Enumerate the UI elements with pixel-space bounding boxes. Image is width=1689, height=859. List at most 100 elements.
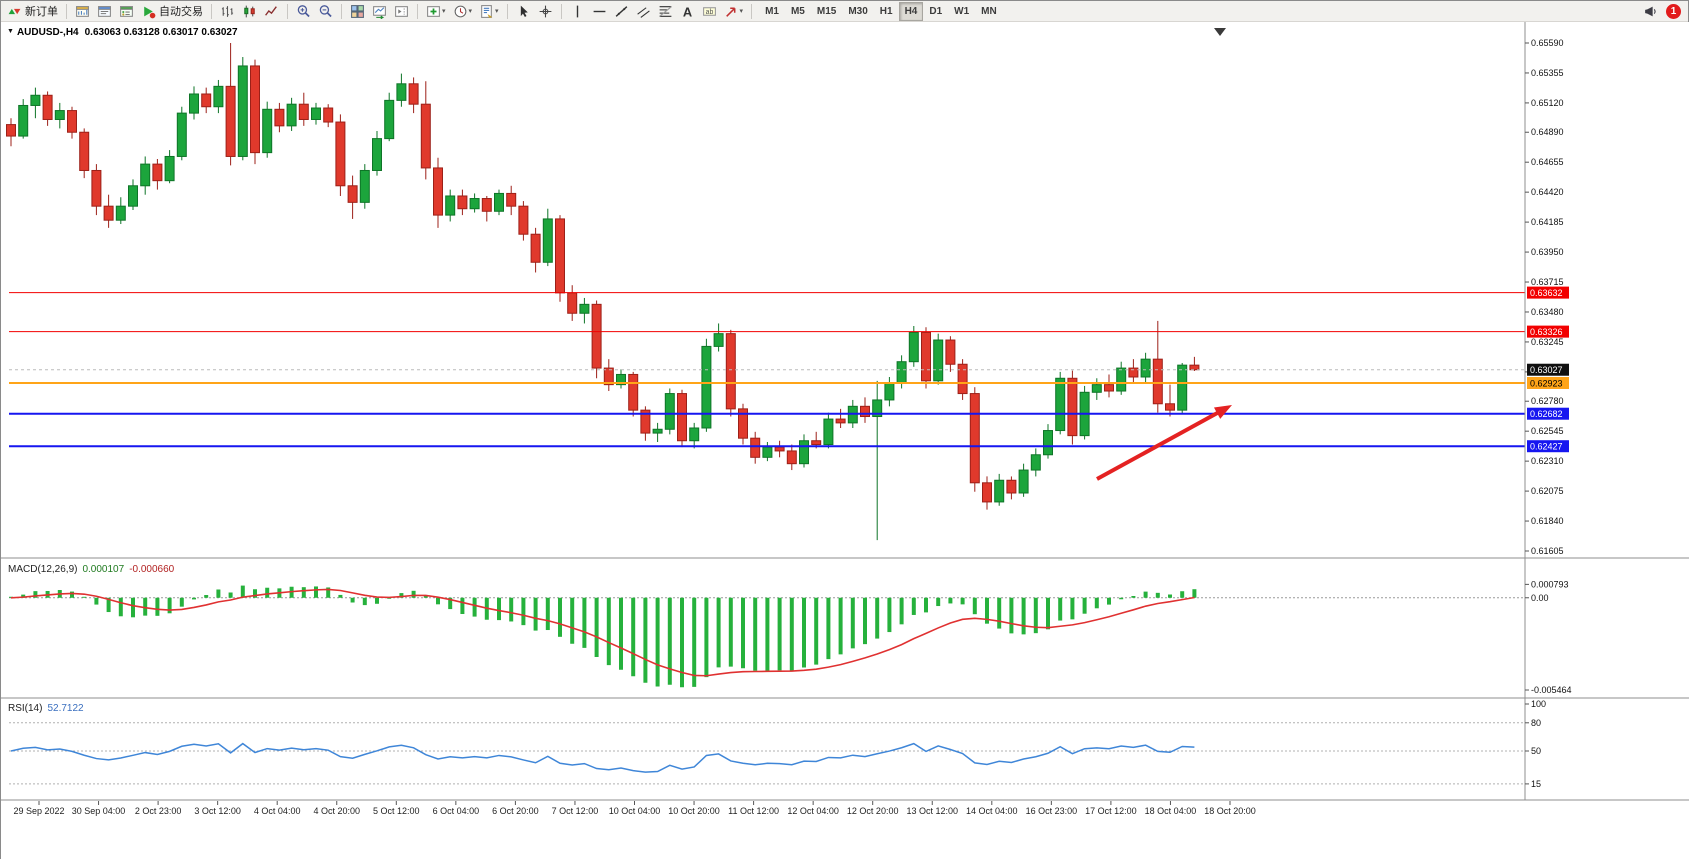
toolbar-separator [417, 3, 418, 19]
navigator-icon [120, 5, 133, 17]
megaphone-icon [1645, 6, 1656, 16]
timeframe-mn-button[interactable]: MN [975, 2, 1003, 21]
timeframe-buttons: M1 M5 M15 M30 H1 H4 D1 W1 MN [759, 1, 1003, 21]
rsi-pane [9, 722, 1525, 785]
periods-button[interactable]: ▾ [450, 2, 476, 21]
auto-scroll-icon [373, 5, 386, 19]
svg-text:100: 100 [1531, 699, 1546, 709]
svg-text:12 Oct 04:00: 12 Oct 04:00 [787, 806, 839, 816]
price-flag [1527, 363, 1569, 376]
toolbar-separator [287, 3, 288, 19]
new-order-icon [8, 8, 21, 14]
line-chart-button[interactable] [261, 2, 282, 21]
svg-text:30 Sep 04:00: 30 Sep 04:00 [72, 806, 126, 816]
chart-shift-button[interactable] [391, 2, 412, 21]
candlestick-icon [244, 5, 255, 17]
timeframe-m15-button[interactable]: M15 [811, 2, 842, 21]
tile-windows-icon [351, 4, 364, 18]
templates-button[interactable]: ▾ [476, 2, 502, 21]
timeframe-m1-button[interactable]: M1 [759, 2, 785, 21]
auto-scroll-button[interactable] [369, 2, 390, 21]
svg-text:0.63715: 0.63715 [1531, 277, 1564, 287]
zoom-out-icon [319, 4, 332, 17]
crosshair-button[interactable] [535, 2, 556, 21]
toolbar-separator [751, 3, 753, 19]
svg-text:0.64185: 0.64185 [1531, 217, 1564, 227]
zoom-in-button[interactable] [293, 2, 314, 21]
template-icon [481, 4, 493, 18]
svg-text:15: 15 [1531, 779, 1541, 789]
market-watch-button[interactable] [72, 2, 93, 21]
time-axis[interactable]: 29 Sep 2022 30 Sep 04:00 2 Oct 23:00 3 Oct … [13, 801, 1256, 816]
text-button[interactable]: A [677, 2, 698, 21]
crosshair-icon [539, 5, 551, 17]
arrows-button[interactable]: ▾ [721, 2, 747, 21]
timeframe-d1-button[interactable]: D1 [923, 2, 948, 21]
svg-text:80: 80 [1531, 718, 1541, 728]
tile-windows-button[interactable] [347, 2, 368, 21]
svg-text:0.62075: 0.62075 [1531, 486, 1564, 496]
indicators-dropdown-caret[interactable]: ▾ [442, 8, 446, 15]
trend-arrow[interactable] [1096, 405, 1232, 481]
text-label-icon: ab [702, 6, 716, 15]
data-window-button[interactable] [94, 2, 115, 21]
svg-text:16 Oct 23:00: 16 Oct 23:00 [1026, 806, 1078, 816]
timeframe-m30-button[interactable]: M30 [842, 2, 873, 21]
chart-shift-marker[interactable] [1214, 28, 1226, 36]
svg-text:0.62427: 0.62427 [1530, 442, 1563, 452]
horizontal-line-icon [593, 10, 605, 12]
trendline-button[interactable] [611, 2, 632, 21]
announcement-button[interactable] [1640, 2, 1661, 21]
toolbar-separator [211, 3, 212, 19]
clock-icon [454, 5, 466, 17]
equidistant-channel-button[interactable] [633, 2, 654, 21]
periods-dropdown-caret[interactable]: ▾ [468, 8, 473, 15]
svg-text:18 Oct 04:00: 18 Oct 04:00 [1145, 806, 1197, 816]
timeframe-m5-button[interactable]: M5 [785, 2, 811, 21]
macd-pane [9, 585, 1525, 688]
horizontal-line-button[interactable] [589, 2, 610, 21]
notification-badge[interactable]: 1 [1666, 3, 1681, 19]
templates-dropdown-caret[interactable]: ▾ [495, 8, 499, 15]
zoom-out-button[interactable] [315, 2, 336, 21]
channel-icon [636, 6, 650, 18]
chart-canvas[interactable]: 0.65590 0.65355 0.65120 0.64890 0.64655 0.644… [1, 22, 1689, 859]
svg-text:0.64890: 0.64890 [1531, 127, 1564, 137]
price-flag [1527, 286, 1569, 299]
svg-text:0.65590: 0.65590 [1531, 38, 1564, 48]
svg-text:0.63950: 0.63950 [1531, 247, 1564, 257]
navigator-button[interactable] [116, 2, 137, 21]
svg-text:5 Oct 12:00: 5 Oct 12:00 [373, 806, 420, 816]
timeframe-h1-button[interactable]: H1 [874, 2, 899, 21]
vertical-line-icon [576, 5, 578, 17]
svg-text:0.61840: 0.61840 [1531, 516, 1564, 526]
text-label-button[interactable]: ab [699, 2, 720, 21]
timeframe-w1-button[interactable]: W1 [948, 2, 975, 21]
bar-chart-button[interactable] [217, 2, 238, 21]
svg-text:10 Oct 04:00: 10 Oct 04:00 [609, 806, 661, 816]
svg-text:0.64420: 0.64420 [1531, 187, 1564, 197]
indicators-button[interactable]: ▾ [423, 2, 449, 21]
candlestick-chart-button[interactable] [239, 2, 260, 21]
arrows-dropdown-caret[interactable]: ▾ [739, 8, 744, 15]
macd-axis[interactable]: 0.000793 0.00 -0.005464 [1525, 579, 1572, 695]
svg-text:0.63632: 0.63632 [1530, 288, 1563, 298]
cursor-button[interactable] [513, 2, 534, 21]
text-icon: A [682, 4, 691, 19]
vertical-line-button[interactable] [567, 2, 588, 21]
price-level-lines[interactable] [9, 292, 1525, 448]
svg-text:ab: ab [705, 8, 713, 15]
rsi-axis[interactable]: 100 80 50 15 [1525, 699, 1546, 789]
candlestick-series [6, 43, 1200, 541]
fibonacci-button[interactable] [655, 2, 676, 21]
svg-text:17 Oct 12:00: 17 Oct 12:00 [1085, 806, 1137, 816]
new-order-button[interactable]: 新订单 [4, 2, 61, 21]
chart-shift-icon [395, 5, 408, 17]
macd-signal-line [10, 588, 1195, 677]
svg-text:11 Oct 12:00: 11 Oct 12:00 [728, 806, 779, 816]
svg-text:0.64655: 0.64655 [1531, 157, 1564, 167]
timeframe-h4-button[interactable]: H4 [898, 1, 924, 21]
svg-text:14 Oct 04:00: 14 Oct 04:00 [966, 806, 1018, 816]
autotrading-button[interactable]: 自动交易 [138, 2, 206, 21]
